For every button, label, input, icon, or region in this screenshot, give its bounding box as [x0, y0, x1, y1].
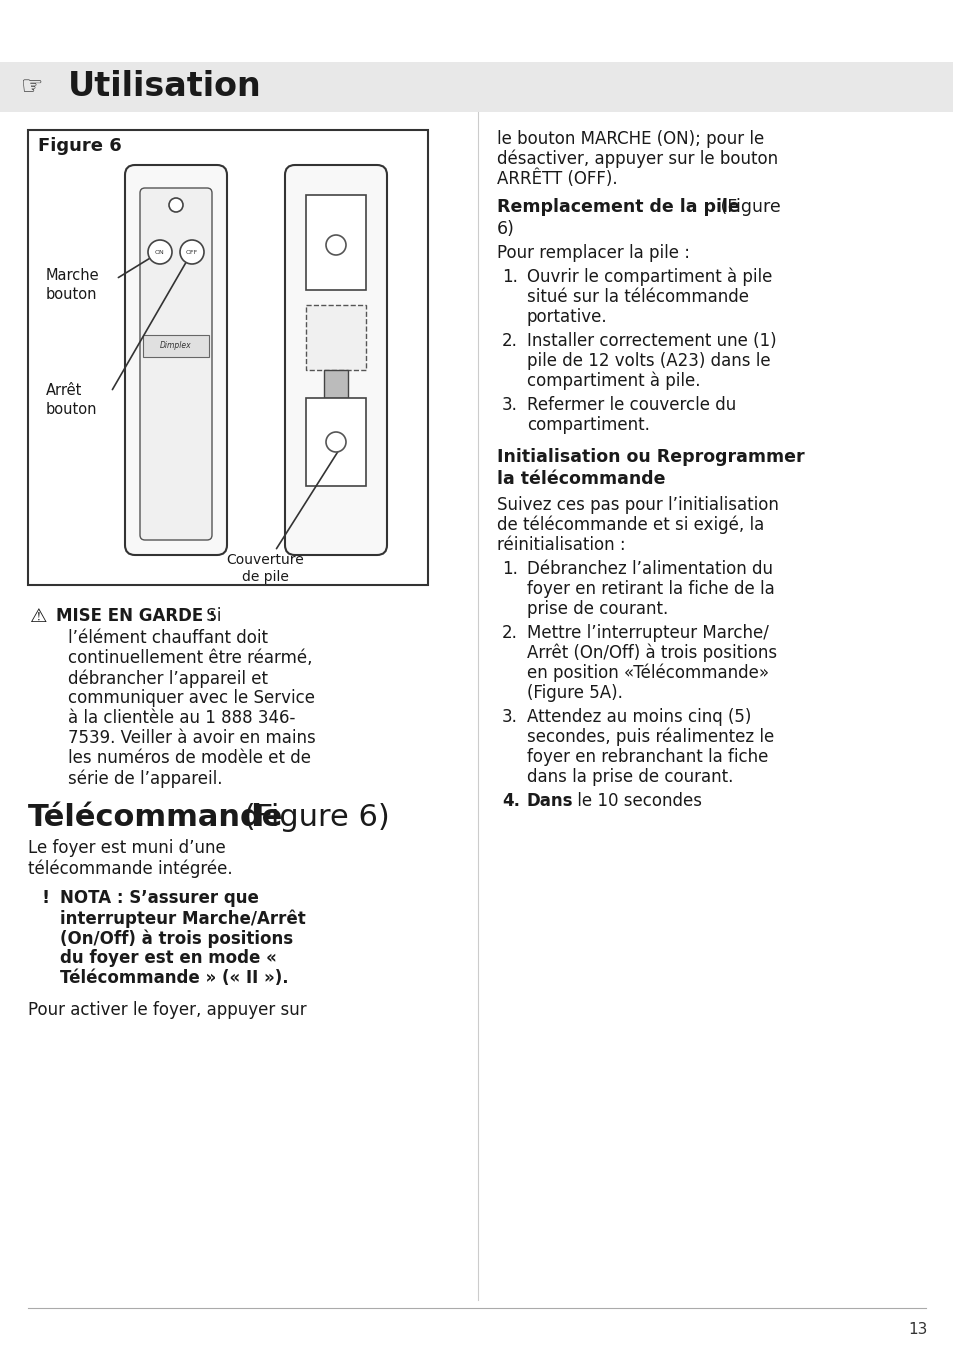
Bar — [306, 195, 366, 290]
Circle shape — [169, 197, 183, 212]
Circle shape — [180, 240, 204, 264]
Bar — [143, 335, 209, 357]
Text: du foyer est en mode «: du foyer est en mode « — [60, 949, 276, 967]
Text: portative.: portative. — [526, 308, 607, 326]
Text: Le foyer est muni d’une: Le foyer est muni d’une — [28, 839, 226, 857]
Text: ON: ON — [155, 249, 165, 255]
Text: Attendez au moins cinq (5): Attendez au moins cinq (5) — [526, 708, 751, 726]
FancyBboxPatch shape — [285, 165, 387, 554]
Text: Télécommande: Télécommande — [28, 804, 283, 832]
Bar — [0, 63, 953, 112]
Text: les numéros de modèle et de: les numéros de modèle et de — [68, 749, 311, 767]
Text: situé sur la télécommande: situé sur la télécommande — [526, 287, 748, 306]
Text: ⚠: ⚠ — [30, 607, 48, 627]
Bar — [306, 305, 366, 370]
Text: MISE EN GARDE :: MISE EN GARDE : — [56, 607, 215, 625]
Text: 2.: 2. — [501, 624, 517, 642]
Text: 4.: 4. — [501, 791, 519, 810]
Text: l’élément chauffant doit: l’élément chauffant doit — [68, 629, 268, 647]
Circle shape — [326, 236, 346, 255]
Text: (Figure 5A).: (Figure 5A). — [526, 684, 622, 701]
Text: NOTA : S’assurer que: NOTA : S’assurer que — [60, 889, 258, 907]
Text: Mettre l’interrupteur Marche/: Mettre l’interrupteur Marche/ — [526, 624, 768, 642]
Text: le bouton MARCHE (​ON​); pour le: le bouton MARCHE (​ON​); pour le — [497, 129, 763, 148]
Text: Initialisation ou Reprogrammer: Initialisation ou Reprogrammer — [497, 448, 803, 466]
Text: 7539. Veiller à avoir en mains: 7539. Veiller à avoir en mains — [68, 729, 315, 746]
Text: Pour activer le foyer, appuyer sur: Pour activer le foyer, appuyer sur — [28, 1001, 306, 1019]
Text: ARRÊTT (​OFF​).: ARRÊTT (​OFF​). — [497, 170, 617, 188]
Text: Dimplex: Dimplex — [160, 342, 192, 350]
Text: compartiment.: compartiment. — [526, 415, 649, 434]
Text: communiquer avec le Service: communiquer avec le Service — [68, 689, 314, 707]
Text: ☞: ☞ — [21, 75, 43, 99]
Text: (Figure: (Figure — [714, 197, 780, 217]
Text: Figure 6: Figure 6 — [38, 138, 122, 155]
Text: secondes, puis réalimentez le: secondes, puis réalimentez le — [526, 729, 774, 746]
Text: Télécommande » (« II »).: Télécommande » (« II »). — [60, 968, 289, 987]
Text: Couverture
de pile: Couverture de pile — [226, 553, 304, 584]
Text: à la clientèle au 1 888 346-: à la clientèle au 1 888 346- — [68, 710, 295, 727]
Circle shape — [326, 432, 346, 452]
Text: débrancher l’appareil et: débrancher l’appareil et — [68, 669, 268, 688]
Text: Dans: Dans — [526, 791, 573, 810]
Text: Marche
bouton: Marche bouton — [46, 267, 99, 302]
Text: prise de courant.: prise de courant. — [526, 601, 667, 618]
Text: Arrêt
bouton: Arrêt bouton — [46, 383, 97, 417]
Text: 1.: 1. — [501, 268, 517, 286]
Text: Remplacement de la pile: Remplacement de la pile — [497, 197, 740, 217]
Text: 13: 13 — [907, 1323, 927, 1337]
Text: pile de 12 volts (A23) dans le: pile de 12 volts (A23) dans le — [526, 351, 770, 370]
Text: (​On/Off​) à trois positions: (​On/Off​) à trois positions — [60, 929, 293, 948]
Text: 6): 6) — [497, 221, 515, 238]
Text: 3.: 3. — [501, 708, 517, 726]
Bar — [324, 370, 348, 398]
Text: désactiver, appuyer sur le bouton: désactiver, appuyer sur le bouton — [497, 150, 778, 169]
Text: 3.: 3. — [501, 396, 517, 414]
Text: de télécommande et si exigé, la: de télécommande et si exigé, la — [497, 516, 763, 534]
Text: Débranchez l’alimentation du: Débranchez l’alimentation du — [526, 560, 772, 577]
Text: dans la prise de courant.: dans la prise de courant. — [526, 768, 733, 786]
Text: compartiment à pile.: compartiment à pile. — [526, 372, 700, 391]
Text: Arrêt (On/Off) à trois positions: Arrêt (On/Off) à trois positions — [526, 644, 777, 662]
Text: la télécommande: la télécommande — [497, 470, 665, 488]
Text: foyer en rebranchant la fiche: foyer en rebranchant la fiche — [526, 748, 767, 765]
Text: Si: Si — [201, 607, 221, 625]
Text: 1.: 1. — [501, 560, 517, 577]
Circle shape — [148, 240, 172, 264]
Text: OFF: OFF — [186, 249, 198, 255]
FancyBboxPatch shape — [140, 188, 212, 539]
Text: foyer en retirant la fiche de la: foyer en retirant la fiche de la — [526, 580, 774, 598]
Text: (Figure 6): (Figure 6) — [233, 804, 390, 832]
Text: le 10 secondes: le 10 secondes — [572, 791, 701, 810]
Text: série de l’appareil.: série de l’appareil. — [68, 770, 222, 787]
Text: Utilisation: Utilisation — [68, 71, 261, 104]
FancyBboxPatch shape — [125, 165, 227, 554]
Text: Ouvrir le compartiment à pile: Ouvrir le compartiment à pile — [526, 268, 772, 286]
Text: !: ! — [42, 889, 51, 907]
Bar — [306, 398, 366, 486]
Text: 2.: 2. — [501, 332, 517, 350]
Text: réinitialisation :: réinitialisation : — [497, 537, 625, 554]
Text: Refermer le couvercle du: Refermer le couvercle du — [526, 396, 736, 414]
Text: en position «Télécommande»: en position «Télécommande» — [526, 665, 768, 682]
Text: Pour remplacer la pile :: Pour remplacer la pile : — [497, 244, 689, 262]
Text: continuellement être réarmé,: continuellement être réarmé, — [68, 650, 313, 667]
Text: Installer correctement une (1): Installer correctement une (1) — [526, 332, 776, 350]
Text: télécommande intégrée.: télécommande intégrée. — [28, 859, 233, 877]
Bar — [28, 129, 428, 586]
Text: interrupteur Marche/Arrêt: interrupteur Marche/Arrêt — [60, 908, 305, 928]
Text: Suivez ces pas pour l’initialisation: Suivez ces pas pour l’initialisation — [497, 496, 778, 513]
